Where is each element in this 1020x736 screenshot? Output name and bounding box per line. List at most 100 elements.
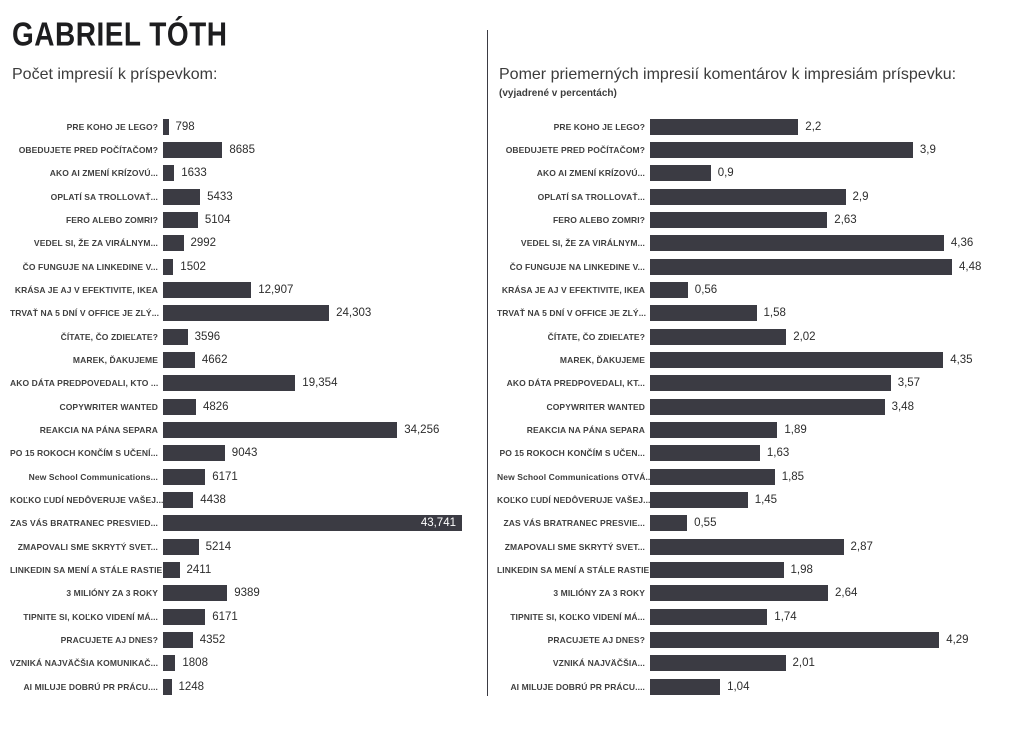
value-label: 1,89	[784, 423, 807, 436]
bar-row: ČO FUNGUJE NA LINKEDINE V... 4,48	[497, 255, 1012, 278]
bar-area: 9043	[163, 445, 470, 462]
bar	[163, 631, 193, 648]
value-label: 3,9	[919, 143, 936, 156]
vertical-divider	[487, 30, 488, 696]
bar	[650, 141, 913, 158]
bar	[163, 538, 199, 555]
bar	[163, 305, 330, 322]
bar-area: 34,256	[163, 421, 470, 438]
bar	[650, 678, 721, 695]
ratio-chart-subtitle: (vyjadrené v percentách)	[499, 88, 617, 99]
bar-row: 3 MILIÓNY ZA 3 ROKY 2,64	[497, 582, 1012, 605]
value-label: 0,56	[694, 283, 718, 296]
bar-row: VZNIKÁ NAJVÄČŠIA... 2,01	[497, 652, 1012, 675]
value-label: 4,29	[946, 633, 969, 646]
impressions-chart-rows: PRE KOHO JE LEGO? 798 OBEDUJETE PRED POČÍT…	[10, 115, 470, 698]
value-label: 1,04	[727, 680, 750, 693]
bar	[163, 585, 228, 602]
bar	[163, 398, 196, 415]
bar-area: 1633	[163, 165, 470, 182]
bar-area: 2411	[163, 561, 470, 578]
value-label: 1,58	[763, 307, 786, 320]
bar-area: 1,74	[650, 608, 1012, 625]
bar-row: ČÍTATE, ČO ZDIEĽATE? 2,02	[497, 325, 1012, 348]
bar-area: 2,9	[650, 188, 1012, 205]
bar-area: 2,01	[650, 655, 1012, 672]
bar-area: 2,2	[650, 118, 1012, 135]
category-label: VEDEL SI, ŽE ZA VIRÁLNYM...	[33, 238, 158, 249]
bar-row: LINKEDIN SA MENÍ A STÁLE RASTIE 2411	[10, 558, 470, 581]
bar-row: PRE KOHO JE LEGO? 798	[10, 115, 470, 138]
category-label: AKO AI ZMENÍ KRÍZOVÚ...	[536, 168, 645, 179]
value-label: 2,02	[793, 330, 816, 343]
category-label: MAREK, ĎAKUJEME	[72, 354, 158, 365]
bar-area: 8685	[163, 141, 470, 158]
bar-area: 4662	[163, 351, 470, 368]
bar	[163, 281, 252, 298]
ratio-chart: Pomer priemerných impresií komentárov k …	[497, 0, 1012, 736]
bar	[650, 118, 799, 135]
category-label: FERO ALEBO ZOMRI?	[552, 214, 645, 225]
category-label: AKO DÁTA PREDPOVEDALI, KTO ...	[10, 378, 159, 389]
bar-area: 0,55	[650, 515, 1012, 532]
value-label: 2,64	[835, 587, 858, 600]
bar-row: FERO ALEBO ZOMRI? 2,63	[497, 208, 1012, 231]
category-label: PO 15 ROKOCH KONČÍM S UČENÍ...	[10, 448, 158, 459]
bar-area: 3596	[163, 328, 470, 345]
bar-row: AKO AI ZMENÍ KRÍZOVÚ... 0,9	[497, 162, 1012, 185]
bar-area: 19,354	[163, 375, 470, 392]
bar-area: 2,64	[650, 585, 1012, 602]
bar-row: KOĽKO ĽUDÍ NEDÔVERUJE VAŠEJ... 1,45	[497, 488, 1012, 511]
value-label: 2,2	[805, 120, 822, 133]
bar-row: OPLATÍ SA TROLLOVAŤ... 2,9	[497, 185, 1012, 208]
category-label: AKO AI ZMENÍ KRÍZOVÚ...	[49, 168, 158, 179]
impressions-chart-title: Počet impresií k príspevkom:	[12, 66, 218, 83]
bar-area: 4352	[163, 631, 470, 648]
value-label: 2411	[186, 563, 212, 576]
bar-area: 1,63	[650, 445, 1012, 462]
bar-row: TIPNITE SI, KOĽKO VIDENÍ MÁ... 1,74	[497, 605, 1012, 628]
value-label: 3,57	[897, 377, 921, 390]
bar-row: LINKEDIN SA MENÍ A STÁLE RASTIE 1,98	[497, 558, 1012, 581]
bar-row: FERO ALEBO ZOMRI? 5104	[10, 208, 470, 231]
category-label: REAKCIA NA PÁNA SEPARA	[39, 424, 158, 435]
value-label: 8685	[229, 143, 255, 156]
value-label: 4662	[201, 353, 228, 366]
bar-row: PRACUJETE AJ DNES? 4352	[10, 628, 470, 651]
bar-area: 9389	[163, 585, 470, 602]
value-label: 9389	[234, 587, 260, 600]
value-label: 1808	[182, 657, 208, 670]
bar-row: COPYWRITER WANTED 3,48	[497, 395, 1012, 418]
category-label: REAKCIA NA PÁNA SEPARA	[526, 424, 645, 435]
bar	[163, 351, 195, 368]
value-label: 1,74	[774, 610, 797, 623]
bar-row: ZAS VÁS BRATRANEC PRESVIE... 0,55	[497, 512, 1012, 535]
bar	[650, 608, 768, 625]
bar-area: 1,45	[650, 491, 1012, 508]
bar-row: OPLATÍ SA TROLLOVAŤ... 5433	[10, 185, 470, 208]
category-label: COPYWRITER WANTED	[546, 401, 645, 412]
bar-row: COPYWRITER WANTED 4826	[10, 395, 470, 418]
bar	[650, 165, 711, 182]
ratio-chart-rows: PRE KOHO JE LEGO? 2,2 OBEDUJETE PRED POČÍT…	[497, 115, 1012, 698]
bar-row: AI MILUJE DOBRÚ PR PRÁCU.... 1248	[10, 675, 470, 698]
value-label: 5214	[205, 540, 232, 553]
bar-area: 1808	[163, 655, 470, 672]
bar-row: MAREK, ĎAKUJEME 4662	[10, 348, 470, 371]
value-label: 1,45	[754, 493, 778, 506]
category-label: ZMAPOVALI SME SKRYTÝ SVET...	[17, 541, 158, 552]
category-label: FERO ALEBO ZOMRI?	[65, 214, 158, 225]
value-label: 6171	[212, 470, 238, 483]
bar	[163, 211, 198, 228]
bar-area: 5214	[163, 538, 470, 555]
bar-area: 1,58	[650, 305, 1012, 322]
category-label: VZNIKÁ NAJVÄČŠIA...	[552, 658, 645, 669]
bar-row: AI MILUJE DOBRÚ PR PRÁCU.... 1,04	[497, 675, 1012, 698]
bar-row: PO 15 ROKOCH KONČÍM S UČENÍ... 9043	[10, 442, 470, 465]
bar-row: TIPNITE SI, KOĽKO VIDENÍ MÁ... 6171	[10, 605, 470, 628]
bar	[650, 421, 778, 438]
bar	[650, 281, 688, 298]
bar-row: VEDEL SI, ŽE ZA VIRÁLNYM... 2992	[10, 232, 470, 255]
bar-row: KRÁSA JE AJ V EFEKTIVITE, IKEA 0,56	[497, 278, 1012, 301]
